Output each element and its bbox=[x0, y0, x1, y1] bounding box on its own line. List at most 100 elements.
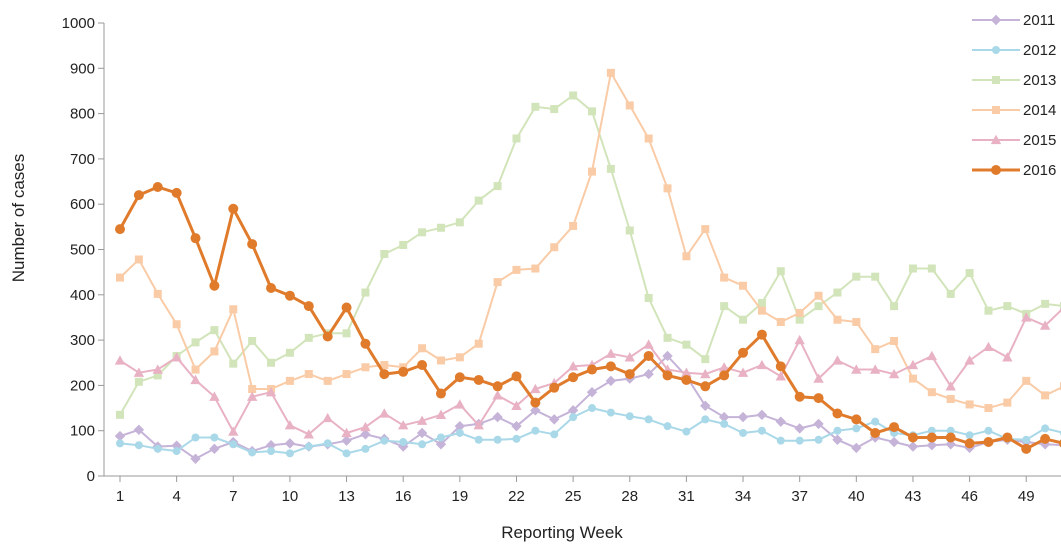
data-point-2014 bbox=[625, 101, 634, 110]
data-point-2016 bbox=[454, 372, 465, 383]
data-point-2015 bbox=[473, 420, 484, 430]
legend-label: 2011 bbox=[1023, 12, 1055, 29]
x-tick-label: 19 bbox=[451, 488, 468, 505]
data-point-2015 bbox=[341, 427, 352, 438]
data-point-2013 bbox=[946, 289, 955, 298]
data-point-2011 bbox=[662, 350, 673, 362]
data-point-2011 bbox=[888, 436, 900, 448]
data-point-2013 bbox=[116, 410, 124, 419]
data-point-2014 bbox=[852, 317, 861, 326]
data-point-2011 bbox=[775, 416, 786, 427]
data-point-2011 bbox=[435, 439, 447, 450]
y-tick-label: 600 bbox=[70, 196, 95, 213]
legend-item-2015: 2015 bbox=[972, 132, 1056, 149]
data-point-2015 bbox=[794, 334, 805, 345]
data-point-2012 bbox=[418, 440, 427, 449]
data-point-2014 bbox=[569, 221, 578, 230]
data-point-2012 bbox=[116, 439, 124, 448]
data-point-2013 bbox=[852, 272, 861, 281]
data-point-2016 bbox=[1040, 433, 1051, 444]
data-point-2016 bbox=[530, 397, 541, 408]
data-point-2015 bbox=[605, 348, 617, 358]
data-point-2012 bbox=[682, 427, 691, 436]
data-point-2013 bbox=[455, 218, 464, 227]
data-point-2016 bbox=[889, 422, 900, 433]
legend: 2011 2012 2013 2014 2015 2016 bbox=[972, 12, 1056, 179]
data-point-2014 bbox=[701, 225, 710, 234]
data-point-2015 bbox=[171, 352, 182, 362]
data-point-2016 bbox=[228, 203, 239, 214]
data-point-2013 bbox=[134, 377, 143, 386]
x-axis-ticks: 147101316192225283134374043464952 bbox=[116, 476, 1035, 505]
data-point-2013 bbox=[550, 105, 559, 114]
data-point-2012 bbox=[644, 415, 653, 424]
x-tick-label: 37 bbox=[791, 488, 808, 505]
data-point-2016 bbox=[870, 427, 881, 438]
data-point-2013 bbox=[908, 264, 917, 273]
data-point-2011 bbox=[586, 386, 598, 398]
data-point-2015 bbox=[133, 367, 145, 377]
data-point-2015 bbox=[416, 415, 428, 425]
data-point-2016 bbox=[115, 224, 125, 235]
x-tick-label: 46 bbox=[961, 488, 978, 505]
data-point-2011 bbox=[567, 405, 579, 416]
data-point-2012 bbox=[833, 426, 842, 435]
data-point-2011 bbox=[114, 430, 126, 442]
data-point-2014 bbox=[531, 264, 540, 273]
data-point-2014 bbox=[474, 339, 483, 348]
data-point-2015 bbox=[379, 408, 390, 418]
legend-swatch-marker bbox=[991, 165, 1001, 175]
data-point-2014 bbox=[1022, 376, 1031, 385]
data-point-2015 bbox=[530, 383, 541, 394]
data-point-2011 bbox=[492, 411, 503, 423]
legend-swatch-marker bbox=[990, 14, 1002, 26]
data-point-2012 bbox=[172, 447, 181, 456]
data-point-2012 bbox=[965, 431, 974, 440]
data-point-2014 bbox=[455, 353, 464, 362]
data-point-2012 bbox=[814, 435, 823, 444]
series-line-2013 bbox=[119, 94, 1061, 416]
data-point-2014 bbox=[814, 291, 823, 300]
data-point-2015 bbox=[945, 381, 956, 391]
data-point-2011 bbox=[265, 439, 277, 451]
data-point-2013 bbox=[304, 333, 313, 342]
data-point-2015 bbox=[511, 400, 522, 410]
data-point-2016 bbox=[945, 432, 956, 443]
data-point-2013 bbox=[927, 264, 936, 273]
data-point-2012 bbox=[795, 436, 804, 445]
data-point-2016 bbox=[926, 432, 937, 443]
data-point-2015 bbox=[303, 429, 314, 439]
data-point-2013 bbox=[871, 272, 880, 281]
data-point-2015 bbox=[152, 364, 163, 374]
data-point-2012 bbox=[757, 426, 766, 435]
data-point-2015 bbox=[851, 364, 862, 374]
data-point-2012 bbox=[927, 426, 936, 435]
data-point-2013 bbox=[436, 223, 445, 232]
data-point-2014 bbox=[965, 400, 974, 409]
data-point-2012 bbox=[342, 449, 351, 458]
data-point-2015 bbox=[1021, 312, 1032, 322]
data-point-2015 bbox=[454, 399, 466, 409]
data-point-2015 bbox=[114, 355, 126, 365]
data-point-2011 bbox=[209, 443, 220, 455]
legend-label: 2014 bbox=[1023, 102, 1056, 119]
data-point-2014 bbox=[380, 361, 389, 370]
data-point-2012 bbox=[134, 441, 143, 450]
data-point-2014 bbox=[285, 376, 294, 385]
data-point-2015 bbox=[681, 367, 692, 377]
data-point-2013 bbox=[380, 250, 389, 259]
legend-item-2011: 2011 bbox=[972, 12, 1055, 29]
data-point-2013 bbox=[493, 182, 502, 191]
data-point-2014 bbox=[908, 374, 917, 383]
data-point-2016 bbox=[133, 190, 144, 201]
data-point-2013 bbox=[210, 326, 219, 335]
data-point-2014 bbox=[191, 365, 200, 374]
series-line-2011 bbox=[119, 355, 1061, 460]
data-point-2011 bbox=[549, 414, 560, 425]
data-point-2016 bbox=[171, 187, 182, 198]
data-point-2011 bbox=[454, 420, 466, 432]
legend-swatch-marker bbox=[992, 106, 1000, 114]
y-tick-label: 500 bbox=[70, 242, 95, 259]
data-point-2013 bbox=[285, 348, 294, 357]
data-point-2011 bbox=[416, 427, 428, 439]
